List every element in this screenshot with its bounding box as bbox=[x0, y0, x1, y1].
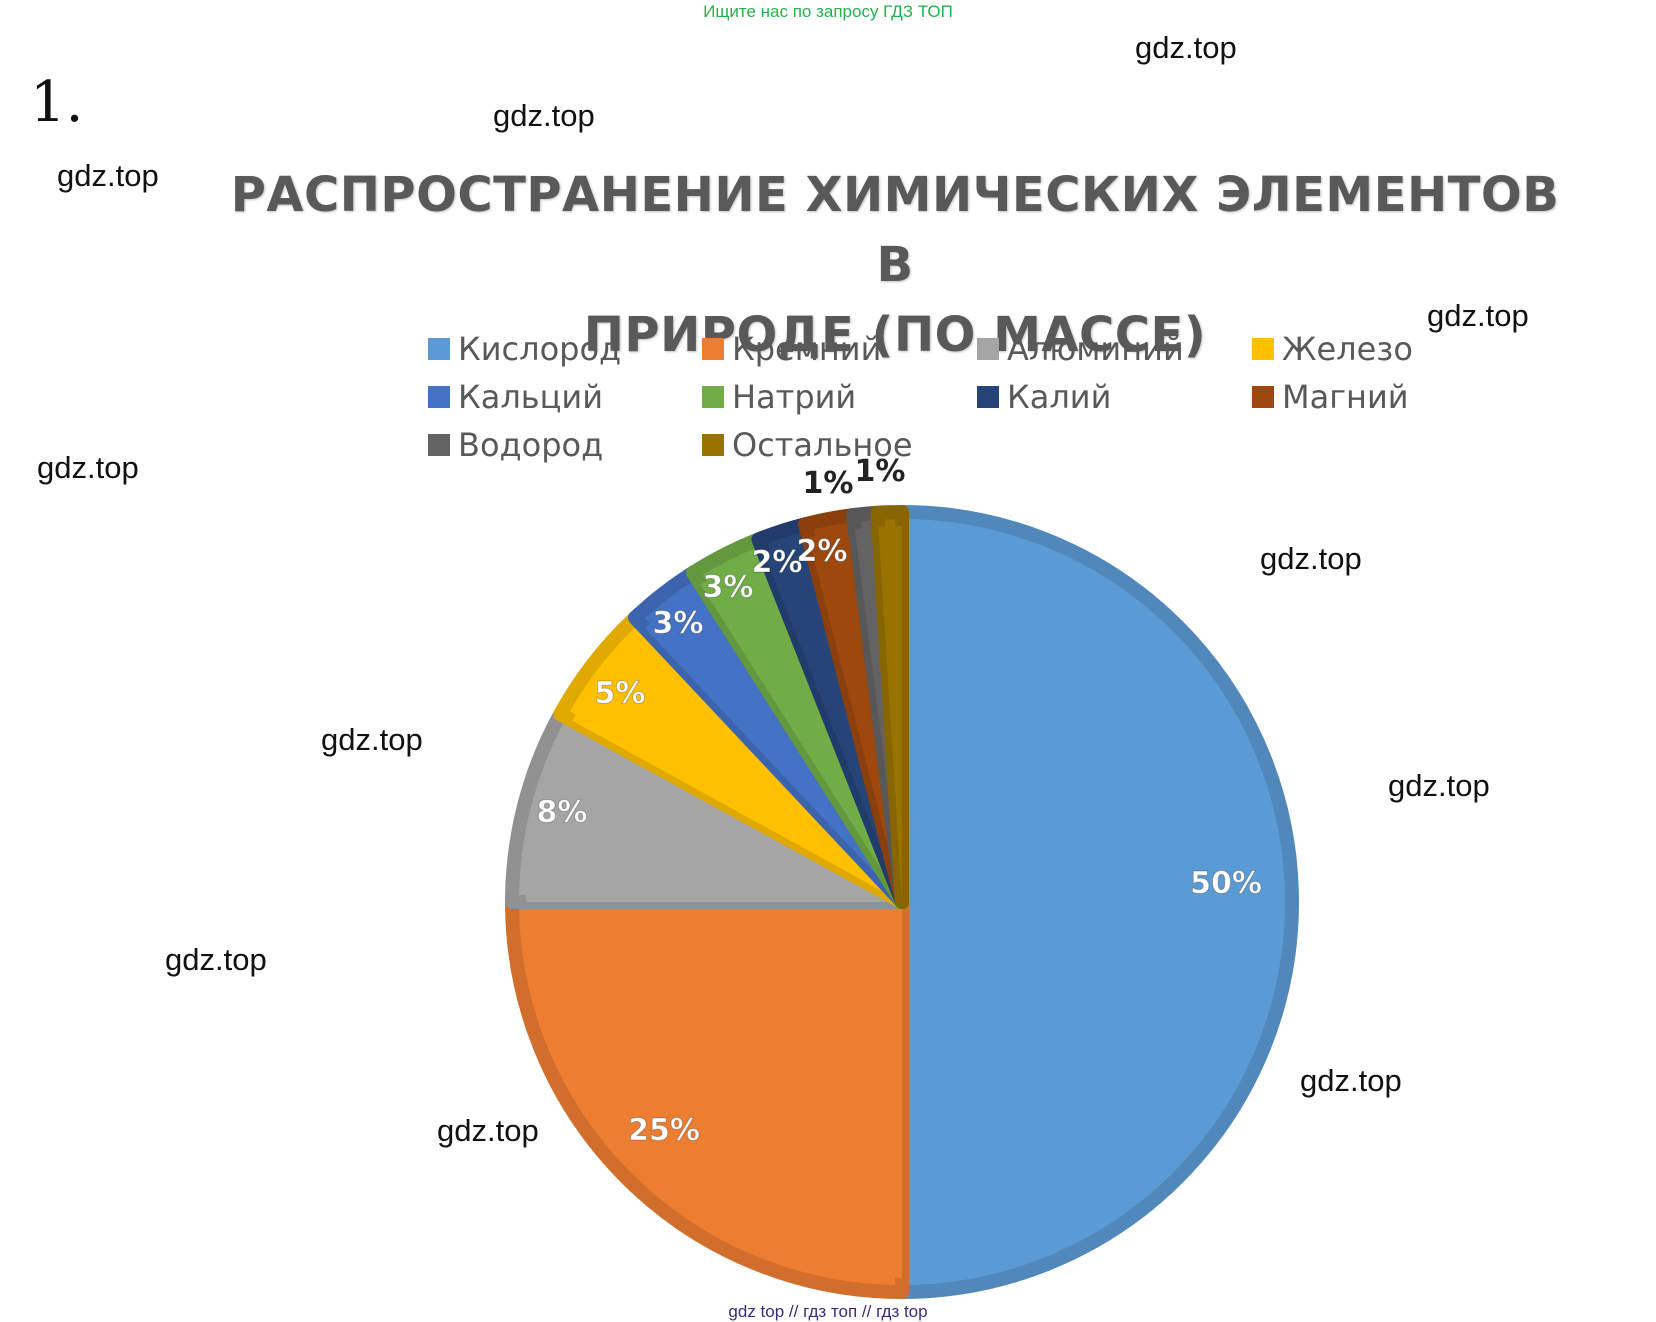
legend-swatch bbox=[702, 386, 724, 408]
data-label: 2% bbox=[752, 545, 803, 580]
legend-label: Остальное bbox=[732, 426, 913, 464]
legend-item: Натрий bbox=[702, 376, 977, 418]
legend-swatch bbox=[1252, 338, 1274, 360]
legend-item: Кальций bbox=[428, 376, 702, 418]
watermark: gdz.top bbox=[57, 158, 159, 193]
data-label: 3% bbox=[703, 570, 754, 605]
legend-swatch bbox=[428, 338, 450, 360]
pie-slice-face bbox=[763, 537, 902, 902]
watermark: gdz.top bbox=[165, 942, 267, 977]
data-label: 3% bbox=[653, 606, 704, 641]
watermark: gdz.top bbox=[493, 98, 595, 133]
legend-label: Калий bbox=[1007, 378, 1112, 416]
data-label: 5% bbox=[595, 676, 646, 711]
pie-slice-face bbox=[700, 552, 902, 902]
pie-slice-face bbox=[808, 528, 902, 902]
watermark: gdz.top bbox=[37, 450, 139, 485]
chart-title: РАСПРОСТРАНЕНИЕ ХИМИЧЕСКИХ ЭЛЕМЕНТОВ В П… bbox=[225, 160, 1565, 370]
data-label: 8% bbox=[537, 795, 588, 830]
legend-swatch bbox=[428, 434, 450, 456]
chart-legend: Кислород Кремний Алюминий Железо Кальций Натр… bbox=[428, 328, 1478, 466]
pie-slice-face bbox=[572, 627, 902, 902]
legend-item: Железо bbox=[1252, 328, 1472, 370]
pie-slice-face bbox=[644, 584, 902, 902]
legend-item: Остальное bbox=[702, 424, 977, 466]
watermark: gdz.top bbox=[1427, 298, 1529, 333]
chart-title-line-2: ПРИРОДЕ (ПО МАССЕ) bbox=[583, 307, 1207, 363]
data-label: 50% bbox=[1190, 866, 1262, 901]
footer-watermark: gdz top // гдз топ // гдз top bbox=[728, 1302, 928, 1321]
legend-label: Натрий bbox=[732, 378, 857, 416]
legend-swatch bbox=[1252, 386, 1274, 408]
data-label: 1% bbox=[855, 454, 906, 489]
legend-label: Магний bbox=[1282, 378, 1409, 416]
watermark: gdz.top bbox=[437, 1113, 539, 1148]
legend-item: Кремний bbox=[702, 328, 977, 370]
legend-item: Водород bbox=[428, 424, 702, 466]
legend-item: Магний bbox=[1252, 376, 1472, 418]
legend-label: Кальций bbox=[458, 378, 604, 416]
pie-slice-face bbox=[526, 902, 902, 1278]
data-label: 2% bbox=[797, 534, 848, 569]
legend-label: Железо bbox=[1282, 330, 1413, 368]
legend-label: Кремний bbox=[732, 330, 882, 368]
pie-slice-face bbox=[878, 526, 902, 902]
legend-item: Алюминий bbox=[977, 328, 1252, 370]
legend-label: Алюминий bbox=[1007, 330, 1184, 368]
legend-swatch bbox=[702, 434, 724, 456]
legend-swatch bbox=[977, 386, 999, 408]
watermark: gdz.top bbox=[321, 722, 423, 757]
watermark: gdz.top bbox=[1135, 30, 1237, 65]
legend-swatch bbox=[428, 386, 450, 408]
legend-label: Кислород bbox=[458, 330, 622, 368]
watermark: gdz.top bbox=[1300, 1063, 1402, 1098]
legend-item: Кислород bbox=[428, 328, 702, 370]
chart-title-line-1: РАСПРОСТРАНЕНИЕ ХИМИЧЕСКИХ ЭЛЕМЕНТОВ В bbox=[230, 167, 1560, 293]
data-label: 1% bbox=[803, 466, 854, 501]
legend-item: Калий bbox=[977, 376, 1252, 418]
watermark: gdz.top bbox=[1388, 768, 1490, 803]
watermark: gdz.top bbox=[1260, 541, 1362, 576]
legend-swatch bbox=[977, 338, 999, 360]
legend-swatch bbox=[702, 338, 724, 360]
data-label: 25% bbox=[628, 1113, 700, 1148]
task-number: 1. bbox=[30, 70, 84, 135]
legend-label: Водород bbox=[458, 426, 604, 464]
pie-slice-face bbox=[902, 526, 1278, 1278]
top-banner: Ищите нас по запросу ГДЗ ТОП bbox=[703, 2, 953, 21]
